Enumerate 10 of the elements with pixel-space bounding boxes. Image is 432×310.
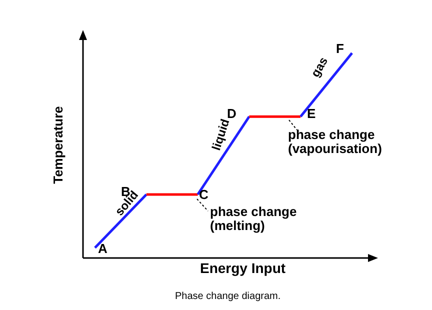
annotation: gas [308, 54, 331, 80]
annotation: phase change (vapourisation) [288, 127, 382, 157]
annotation: A [98, 241, 108, 256]
annotation: E [307, 106, 316, 122]
annotation: C [199, 187, 208, 202]
annotation: phase change (melting) [210, 204, 297, 234]
y-axis-title: Temperature [50, 106, 66, 184]
annotation: F [336, 41, 344, 56]
x-axis-title: Energy Input [200, 260, 286, 276]
text: Phase change diagram. [175, 291, 281, 302]
